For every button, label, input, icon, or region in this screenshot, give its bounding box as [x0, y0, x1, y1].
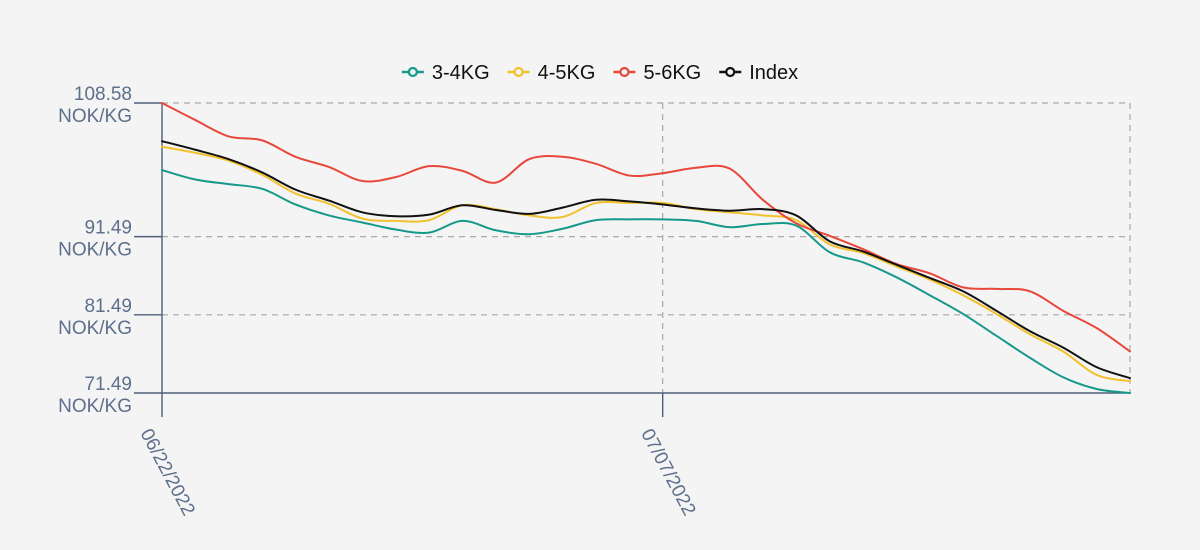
legend-marker-dot	[407, 66, 418, 78]
legend[interactable]: 3-4KG 4-5KG 5-6KG Index	[401, 62, 798, 84]
y-tick-unit: NOK/KG	[58, 240, 132, 261]
grid-layer	[162, 102, 1131, 393]
y-tick-unit: NOK/KG	[58, 318, 132, 339]
y-tick-label: 108.58 NOK/KG	[58, 84, 132, 127]
y-tick-label: 91.49 NOK/KG	[58, 218, 132, 261]
y-tick-value: 71.49	[84, 374, 132, 395]
legend-label: 4-5KG	[538, 62, 596, 84]
y-tick-value: 108.58	[74, 84, 132, 105]
series-line-3-4kg	[161, 169, 1131, 394]
x-tick-label: 07/07/2022	[636, 425, 699, 519]
y-tick-value: 91.49	[84, 218, 132, 239]
legend-label: Index	[749, 62, 798, 84]
series-line-4-5kg	[161, 145, 1131, 383]
y-tick-unit: NOK/KG	[58, 106, 132, 127]
series-layer	[161, 102, 1131, 394]
series-line-5-6kg	[161, 102, 1131, 353]
legend-marker-dot	[513, 66, 524, 78]
legend-marker-dot	[725, 66, 736, 78]
x-tick-label: 06/22/2022	[136, 425, 199, 519]
legend-item-4-5kg[interactable]: 4-5KG	[507, 62, 596, 84]
legend-item-3-4kg[interactable]: 3-4KG	[401, 62, 490, 84]
legend-item-index[interactable]: Index	[719, 62, 798, 84]
y-tick-value: 81.49	[84, 296, 132, 317]
axis-layer	[134, 102, 1130, 417]
y-tick-label: 81.49 NOK/KG	[58, 296, 132, 339]
legend-item-5-6kg[interactable]: 5-6KG	[613, 62, 701, 84]
y-tick-unit: NOK/KG	[58, 396, 132, 417]
y-tick-label: 71.49 NOK/KG	[58, 374, 132, 417]
legend-label: 5-6KG	[643, 62, 701, 84]
legend-label: 3-4KG	[432, 62, 490, 84]
legend-marker-dot	[619, 66, 630, 78]
series-line-index	[161, 140, 1131, 380]
